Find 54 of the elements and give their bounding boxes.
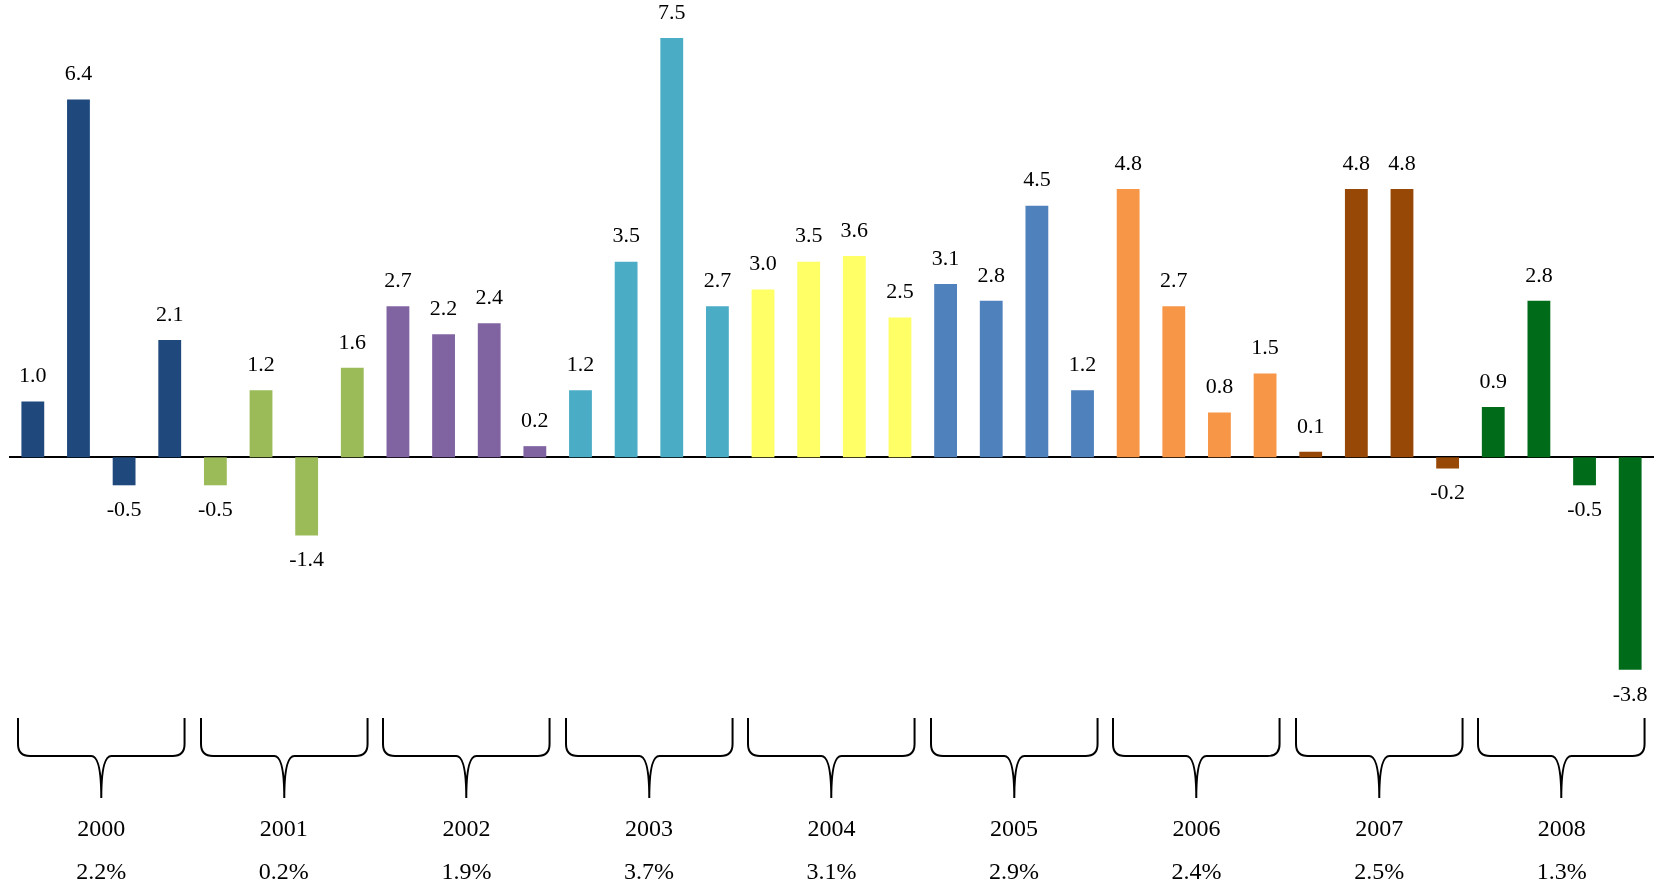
data-label: 2.8	[1525, 261, 1553, 287]
data-label: 7.5	[658, 0, 686, 24]
x-tick-label: 2006	[1172, 815, 1221, 842]
data-label: 1.2	[566, 351, 595, 377]
data-label: 3.0	[749, 250, 777, 276]
x-tick-label: 2005	[990, 815, 1039, 842]
data-label: 1.5	[1251, 334, 1279, 360]
text: 3.7%	[623, 858, 674, 885]
data-label: 2.8	[977, 261, 1005, 287]
data-label: 2.1	[155, 300, 184, 326]
data-label: -1.4	[289, 546, 325, 572]
data-label: 0.1	[1296, 412, 1325, 438]
data-label: 3.5	[612, 222, 640, 248]
data-label: 2.5	[886, 278, 914, 304]
data-label: 2.7	[1160, 267, 1188, 293]
x-tick-label: 2002	[442, 815, 491, 842]
x-tick-label: 2004	[807, 815, 856, 842]
data-label: 4.8	[1114, 149, 1142, 175]
text: 2.5%	[1354, 858, 1405, 885]
data-label: 0.9	[1479, 367, 1508, 393]
data-label: 2.4	[475, 283, 503, 309]
data-label: -0.5	[1567, 496, 1602, 522]
x-tick-label: 2001	[259, 815, 308, 842]
data-label: 4.8	[1388, 149, 1416, 175]
data-label: 2.2	[429, 295, 458, 321]
text: 2.4%	[1171, 858, 1222, 885]
data-label: 2.7	[703, 267, 732, 293]
text: 0.2%	[258, 858, 309, 885]
x-tick-label: 2003	[624, 815, 673, 842]
data-label: 1.2	[1068, 351, 1097, 377]
data-label: -0.5	[106, 496, 142, 522]
text: 2.9%	[989, 858, 1040, 885]
data-label: 1.6	[338, 328, 367, 354]
data-label: 0.2	[521, 406, 549, 432]
text: 1.3%	[1536, 858, 1587, 885]
data-label: 1.2	[247, 351, 275, 377]
text: 2.2%	[76, 858, 127, 885]
data-label: 0.8	[1205, 373, 1234, 399]
data-label: -0.5	[197, 496, 233, 522]
x-tick-label: 2008	[1537, 815, 1586, 842]
data-label: 4.5	[1023, 166, 1051, 192]
data-label: 3.1	[931, 244, 960, 270]
data-label: 6.4	[64, 60, 93, 86]
x-tick-label: 2007	[1355, 815, 1404, 842]
text: 1.9%	[441, 858, 492, 885]
data-label: 3.5	[794, 222, 823, 248]
x-tick-label: 2000	[77, 815, 126, 842]
data-label: 4.8	[1342, 149, 1371, 175]
data-label: 2.7	[384, 267, 412, 293]
text: 3.1%	[806, 858, 857, 885]
data-label: 1.0	[19, 362, 47, 388]
data-label: -0.2	[1430, 479, 1466, 505]
data-label: 3.6	[840, 216, 869, 242]
data-label: -3.8	[1612, 680, 1648, 706]
